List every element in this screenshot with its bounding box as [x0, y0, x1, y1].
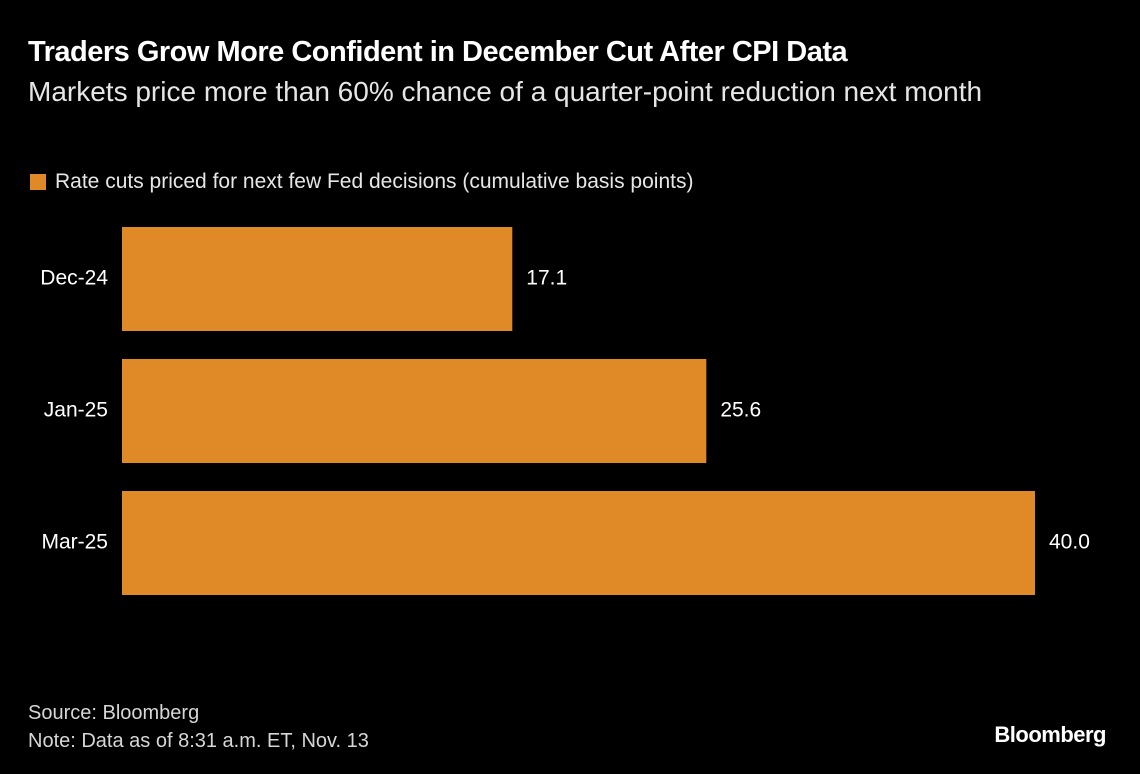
y-tick-label: Jan-25 [44, 399, 108, 422]
legend-label: Rate cuts priced for next few Fed decisi… [55, 170, 694, 193]
note: Note: Data as of 8:31 a.m. ET, Nov. 13 [28, 730, 369, 752]
legend: Rate cuts priced for next few Fed decisi… [30, 170, 693, 194]
legend-swatch [30, 174, 46, 190]
chart: Dec-24 17.1 Jan-25 25.6 Mar-25 40.0 [40, 227, 1090, 595]
y-tick-label: Mar-25 [41, 531, 108, 554]
y-tick-label: Dec-24 [40, 267, 108, 290]
data-label: 40.0 [1049, 531, 1090, 554]
bar [122, 227, 513, 331]
chart-title: Traders Grow More Confident in December … [28, 36, 848, 68]
brand-logo: Bloomberg [994, 722, 1106, 747]
source: Source: Bloomberg [28, 702, 200, 724]
chart-subtitle: Markets price more than 60% chance of a … [28, 76, 983, 107]
data-label: 17.1 [526, 267, 567, 290]
bar [122, 491, 1035, 595]
bar [122, 359, 707, 463]
data-label: 25.6 [720, 399, 761, 422]
